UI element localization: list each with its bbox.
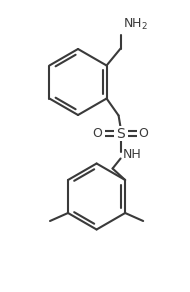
- Text: S: S: [116, 126, 125, 140]
- Text: O: O: [139, 127, 149, 140]
- Text: NH$_2$: NH$_2$: [123, 18, 148, 32]
- Text: NH: NH: [123, 148, 141, 161]
- Text: O: O: [93, 127, 103, 140]
